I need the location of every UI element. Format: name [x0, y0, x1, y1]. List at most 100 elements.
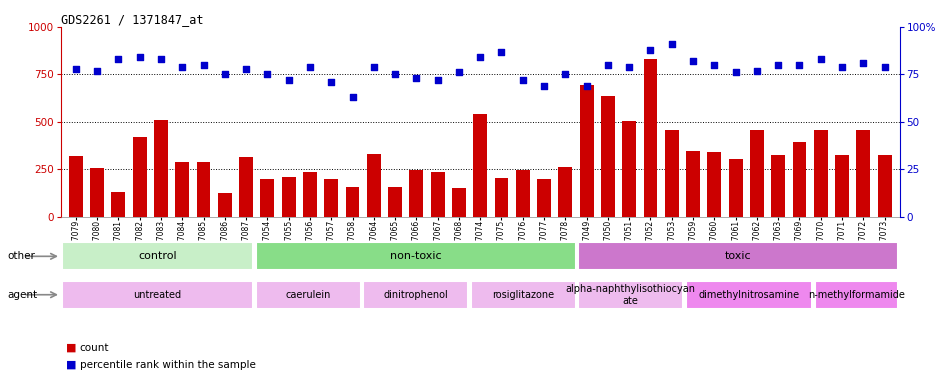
Point	[281, 77, 296, 83]
Text: untreated: untreated	[134, 290, 182, 300]
Point	[493, 48, 508, 55]
Text: rosiglitazone: rosiglitazone	[491, 290, 554, 300]
Point	[749, 68, 764, 74]
Bar	[431, 172, 444, 217]
Point	[834, 64, 849, 70]
Text: toxic: toxic	[724, 251, 751, 262]
Bar	[302, 172, 316, 217]
Bar	[685, 151, 699, 217]
Point	[578, 83, 593, 89]
Text: GDS2261 / 1371847_at: GDS2261 / 1371847_at	[61, 13, 203, 26]
Bar	[536, 179, 550, 217]
Point	[239, 66, 254, 72]
Bar	[409, 170, 423, 217]
Bar	[578, 281, 682, 309]
Bar	[90, 169, 104, 217]
Bar	[813, 281, 898, 309]
Text: other: other	[7, 251, 36, 262]
Bar	[256, 281, 360, 309]
Bar	[367, 154, 380, 217]
Point	[68, 66, 83, 72]
Text: non-toxic: non-toxic	[389, 251, 441, 262]
Bar	[643, 59, 657, 217]
Bar	[665, 131, 678, 217]
Bar	[516, 170, 529, 217]
Text: dimethylnitrosamine: dimethylnitrosamine	[697, 290, 798, 300]
Bar	[494, 178, 508, 217]
Bar	[600, 96, 614, 217]
Point	[706, 62, 721, 68]
Text: agent: agent	[7, 290, 37, 300]
Bar	[578, 243, 898, 270]
Bar	[69, 156, 82, 217]
Point	[132, 54, 147, 60]
Bar	[345, 187, 359, 217]
Bar	[62, 281, 253, 309]
Text: caerulein: caerulein	[285, 290, 330, 300]
Point	[600, 62, 615, 68]
Bar	[470, 281, 576, 309]
Point	[622, 64, 636, 70]
Bar	[877, 155, 890, 217]
Bar	[260, 179, 274, 217]
Bar	[792, 142, 806, 217]
Bar	[154, 120, 168, 217]
Point	[196, 62, 211, 68]
Bar	[473, 114, 487, 217]
Point	[90, 68, 105, 74]
Text: n-methylformamide: n-methylformamide	[807, 290, 904, 300]
Point	[685, 58, 700, 64]
Text: ■: ■	[66, 343, 76, 353]
Bar	[579, 85, 592, 217]
Text: ■: ■	[66, 360, 76, 370]
Bar	[197, 162, 211, 217]
Point	[515, 77, 530, 83]
Point	[217, 71, 232, 78]
Text: percentile rank within the sample: percentile rank within the sample	[80, 360, 256, 370]
Bar	[834, 155, 848, 217]
Point	[770, 62, 785, 68]
Point	[344, 94, 359, 100]
Bar	[111, 192, 125, 217]
Point	[302, 64, 317, 70]
Bar	[62, 243, 253, 270]
Point	[388, 71, 402, 78]
Point	[791, 62, 806, 68]
Bar	[707, 152, 721, 217]
Bar	[770, 155, 784, 217]
Point	[430, 77, 445, 83]
Point	[812, 56, 827, 62]
Bar	[256, 243, 576, 270]
Point	[472, 54, 487, 60]
Point	[259, 71, 274, 78]
Bar	[362, 281, 468, 309]
Point	[557, 71, 572, 78]
Bar	[813, 131, 826, 217]
Bar	[749, 131, 763, 217]
Point	[727, 70, 742, 76]
Bar	[133, 137, 146, 217]
Point	[174, 64, 189, 70]
Point	[451, 70, 466, 76]
Point	[154, 56, 168, 62]
Bar	[324, 179, 338, 217]
Bar	[685, 281, 812, 309]
Text: alpha-naphthylisothiocyan
ate: alpha-naphthylisothiocyan ate	[565, 284, 695, 306]
Point	[642, 46, 657, 53]
Bar	[175, 162, 189, 217]
Point	[876, 64, 891, 70]
Point	[323, 79, 338, 85]
Bar	[239, 157, 253, 217]
Point	[664, 41, 679, 47]
Point	[366, 64, 381, 70]
Text: count: count	[80, 343, 109, 353]
Bar	[451, 189, 465, 217]
Text: control: control	[139, 251, 177, 262]
Bar	[388, 187, 402, 217]
Point	[536, 83, 551, 89]
Bar	[856, 131, 870, 217]
Bar	[218, 193, 231, 217]
Bar	[282, 177, 295, 217]
Bar	[622, 121, 636, 217]
Point	[110, 56, 125, 62]
